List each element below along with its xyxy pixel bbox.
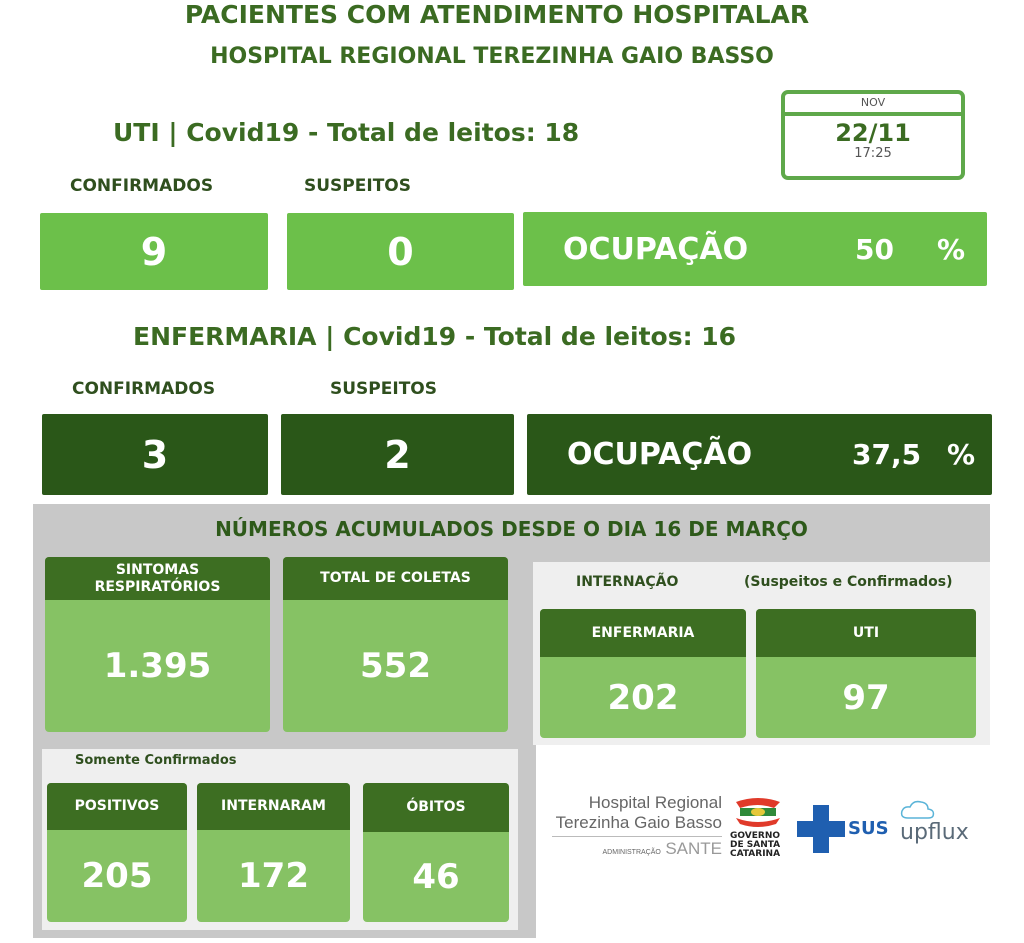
enfermaria-suspects-label: SUSPEITOS [330,379,437,399]
date-card: NOV 22/11 17:25 [781,90,965,180]
time-value: 17:25 [854,146,892,161]
positivos-value: 205 [81,856,153,896]
confirmed-only-label: Somente Confirmados [75,753,237,768]
governo-text: GOVERNO DE SANTA CATARINA [730,831,781,859]
obitos-value: 46 [412,857,460,897]
sintomas-label: SINTOMAS RESPIRATÓRIOS [45,557,270,600]
sus-cross-icon [797,805,845,853]
internacao-label: INTERNAÇÃO [576,574,679,590]
hospital-logo: Hospital Regional Terezinha Gaio Basso A… [552,793,722,859]
hospital-logo-line1: Hospital Regional [588,793,722,812]
coletas-label: TOTAL DE COLETAS [283,557,508,600]
internacao-enfermaria-value: 202 [607,677,679,718]
coletas-card: TOTAL DE COLETAS 552 [283,557,508,732]
coletas-value: 552 [360,646,431,686]
internaram-label: INTERNARAM [197,783,350,830]
admin-text: ADMINISTRAÇÃO [602,849,661,856]
obitos-card: ÓBITOS 46 [363,783,509,922]
uti-occupancy: OCUPAÇÃO 50 % [523,212,987,286]
upflux-logo: upflux [900,800,969,844]
internacao-uti-value: 97 [842,677,890,718]
page-subtitle: HOSPITAL REGIONAL TEREZINHA GAIO BASSO [210,44,774,69]
internacao-note: (Suspeitos e Confirmados) [744,574,953,590]
enfermaria-occupancy: OCUPAÇÃO 37,5 % [527,414,992,495]
upflux-text: upflux [900,820,969,845]
date-month: NOV [785,94,961,116]
enfermaria-suspects-value: 2 [281,414,514,495]
internacao-uti-card: UTI 97 [756,609,976,738]
enfermaria-confirmed-label: CONFIRMADOS [72,379,216,399]
sc-flag-icon [736,798,780,827]
positivos-card: POSITIVOS 205 [47,783,187,922]
internaram-card: INTERNARAM 172 [197,783,350,922]
enfermaria-confirmed-value: 3 [42,414,268,495]
uti-confirmed-label: CONFIRMADOS [70,176,214,196]
accumulated-header-band [33,504,990,562]
sus-text: SUS [848,818,889,839]
internacao-uti-label: UTI [756,609,976,657]
enfermaria-occupancy-value: 37,5 [852,438,922,471]
uti-occupancy-value: 50 [855,232,894,266]
sintomas-card: SINTOMAS RESPIRATÓRIOS 1.395 [45,557,270,732]
page-title: PACIENTES COM ATENDIMENTO HOSPITALAR [184,0,810,29]
internacao-enfermaria-label: ENFERMARIA [540,609,746,657]
sante-text: SANTE [665,839,722,858]
sintomas-value: 1.395 [103,646,212,686]
obitos-label: ÓBITOS [363,783,509,832]
accumulated-title: NÚMEROS ACUMULADOS DESDE O DIA 16 DE MAR… [215,517,808,541]
internaram-value: 172 [238,856,309,896]
enfermaria-title: ENFERMARIA | Covid19 - Total de leitos: … [133,322,737,351]
uti-title: UTI | Covid19 - Total de leitos: 18 [113,118,580,147]
hospital-logo-line2: Terezinha Gaio Basso [552,813,722,837]
uti-occupancy-label: OCUPAÇÃO [563,231,749,267]
uti-percent: % [937,232,966,266]
enfermaria-percent: % [947,438,976,471]
governo-sc-logo: GOVERNO DE SANTA CATARINA [730,796,790,859]
enfermaria-occupancy-label: OCUPAÇÃO [567,437,753,472]
positivos-label: POSITIVOS [47,783,187,830]
uti-suspects-value: 0 [287,213,514,290]
uti-confirmed-value: 9 [40,213,268,290]
cloud-icon [900,800,935,819]
uti-suspects-label: SUSPEITOS [304,176,411,196]
internacao-enfermaria-card: ENFERMARIA 202 [540,609,746,738]
date-value: 22/11 [835,119,911,147]
sus-logo [797,805,845,857]
